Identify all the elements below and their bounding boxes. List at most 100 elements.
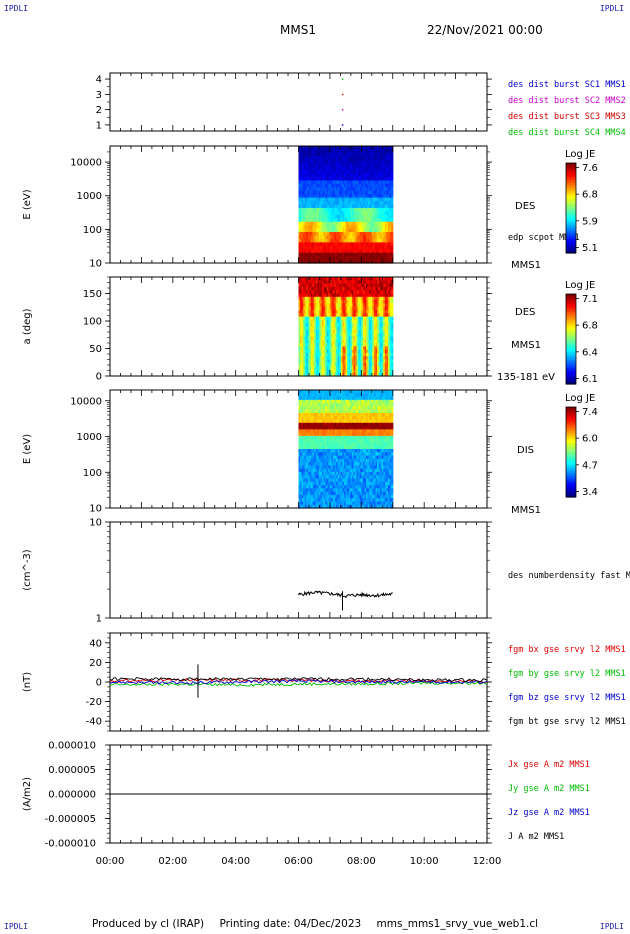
heatmap-cell bbox=[323, 339, 326, 344]
heatmap-cell bbox=[356, 194, 359, 199]
heatmap-cell bbox=[300, 442, 303, 447]
heatmap-cell bbox=[377, 235, 380, 240]
heatmap-cell bbox=[303, 339, 306, 344]
heatmap-cell bbox=[355, 163, 358, 168]
heatmap-cell bbox=[331, 252, 334, 257]
colorbar-cell bbox=[566, 342, 576, 345]
heatmap-cell bbox=[380, 232, 383, 237]
heatmap-cell bbox=[356, 283, 359, 288]
heatmap-cell bbox=[309, 204, 312, 209]
heatmap-cell bbox=[301, 346, 304, 351]
heatmap-cell bbox=[322, 465, 325, 470]
heatmap-cell bbox=[300, 277, 303, 281]
burst-marker-1 bbox=[341, 124, 344, 126]
heatmap-cell bbox=[334, 173, 337, 178]
heatmap-cell bbox=[312, 259, 315, 264]
heatmap-cell bbox=[298, 249, 301, 254]
heatmap-cell bbox=[323, 343, 326, 347]
heatmap-cell bbox=[348, 316, 351, 321]
heatmap-cell bbox=[329, 187, 333, 192]
heatmap-cell bbox=[366, 242, 369, 247]
heatmap-cell bbox=[322, 280, 325, 285]
heatmap-cell bbox=[345, 336, 348, 341]
heatmap-cell bbox=[322, 259, 325, 264]
heatmap-cell bbox=[318, 475, 322, 480]
heatmap-cell bbox=[375, 290, 378, 295]
heatmap-cell bbox=[325, 176, 328, 182]
colorbar-cell bbox=[566, 199, 576, 202]
heatmap-cell bbox=[369, 221, 372, 226]
heatmap-cell bbox=[359, 349, 362, 354]
heatmap-cell bbox=[320, 300, 323, 304]
heatmap-cell bbox=[309, 339, 312, 344]
colorbar-tick-label: 6.4 bbox=[582, 347, 598, 358]
heatmap-cell bbox=[342, 194, 345, 199]
heatmap-cell bbox=[342, 245, 345, 250]
heatmap-cell bbox=[318, 422, 322, 427]
heatmap-cell bbox=[356, 306, 359, 311]
heatmap-cell bbox=[384, 249, 388, 254]
heatmap-cell bbox=[317, 163, 320, 168]
heatmap-cell bbox=[339, 218, 342, 223]
heatmap-cell bbox=[336, 235, 339, 240]
heatmap-cell bbox=[380, 194, 383, 199]
heatmap-cell bbox=[334, 204, 337, 209]
heatmap-cell bbox=[312, 409, 315, 414]
heatmap-cell bbox=[367, 170, 370, 175]
heatmap-cell bbox=[369, 359, 372, 364]
heatmap-cell bbox=[304, 488, 307, 493]
heatmap-cell bbox=[384, 211, 388, 216]
heatmap-cell bbox=[311, 187, 314, 192]
heatmap-cell bbox=[300, 435, 303, 440]
heatmap-cell bbox=[356, 339, 359, 344]
heatmap-cell bbox=[369, 218, 372, 223]
heatmap-cell bbox=[351, 336, 355, 341]
heatmap-cell bbox=[381, 280, 384, 285]
heatmap-cell bbox=[329, 319, 333, 324]
heatmap-cell bbox=[348, 366, 351, 370]
heatmap-cell bbox=[303, 163, 306, 168]
heatmap-cell bbox=[391, 372, 394, 377]
heatmap-cell bbox=[381, 256, 384, 261]
heatmap-cell bbox=[334, 183, 337, 188]
heatmap-cell bbox=[329, 326, 333, 331]
heatmap-cell bbox=[325, 149, 328, 154]
heatmap-cell bbox=[361, 362, 364, 367]
heatmap-cell bbox=[328, 187, 331, 192]
heatmap-cell bbox=[298, 256, 301, 261]
heatmap-cell bbox=[350, 356, 353, 361]
heatmap-cell bbox=[362, 183, 366, 188]
heatmap-cell bbox=[348, 283, 351, 288]
heatmap-cell bbox=[306, 442, 309, 447]
colorbar-tick-label: 6.1 bbox=[582, 374, 598, 385]
heatmap-cell bbox=[336, 343, 339, 347]
heatmap-cell bbox=[342, 252, 345, 257]
heatmap-cell bbox=[348, 214, 351, 219]
heatmap-cell bbox=[320, 235, 323, 240]
heatmap-cell bbox=[358, 163, 361, 168]
heatmap-cell bbox=[300, 232, 303, 237]
heatmap-cell bbox=[298, 290, 301, 295]
heatmap-cell bbox=[383, 204, 386, 209]
heatmap-cell bbox=[315, 458, 318, 463]
heatmap-cell bbox=[300, 316, 303, 321]
heatmap-cell bbox=[384, 313, 388, 318]
heatmap-cell bbox=[301, 323, 304, 328]
heatmap-cell bbox=[345, 245, 348, 250]
heatmap-cell bbox=[378, 242, 381, 247]
heatmap-cell bbox=[353, 166, 356, 171]
heatmap-cell bbox=[353, 242, 356, 247]
heatmap-cell bbox=[339, 225, 342, 230]
heatmap-cell bbox=[301, 366, 304, 370]
heatmap-cell bbox=[391, 326, 394, 331]
heatmap-cell bbox=[358, 329, 361, 334]
heatmap-cell bbox=[314, 422, 317, 427]
heatmap-cell bbox=[317, 372, 320, 377]
heatmap-cell bbox=[301, 235, 304, 240]
heatmap-cell bbox=[339, 163, 342, 168]
heatmap-cell bbox=[384, 359, 388, 364]
heatmap-cell bbox=[389, 336, 392, 341]
heatmap-cell bbox=[350, 346, 353, 351]
heatmap-cell bbox=[347, 293, 350, 298]
heatmap-cell bbox=[298, 170, 301, 175]
